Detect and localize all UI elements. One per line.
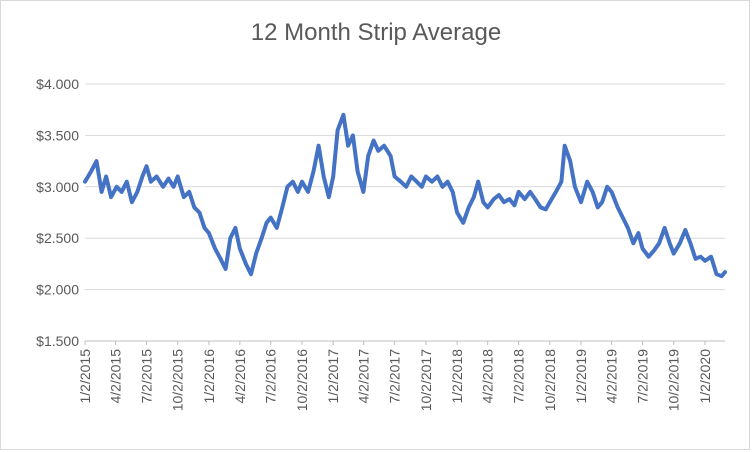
x-axis-tick-labels: 1/2/2015 4/2/2015 7/2/2015 10/2/2015 1/2/201…: [77, 349, 713, 412]
y-tick-label: $3.500: [36, 127, 79, 143]
x-tick-label: 1/2/2019: [573, 349, 589, 404]
x-tick-label: 4/2/2016: [232, 349, 248, 404]
x-tick-label: 4/2/2018: [480, 349, 496, 404]
x-tick-label: 10/2/2019: [666, 349, 682, 411]
y-tick-label: $1.500: [36, 333, 79, 349]
series-line: [83, 112, 727, 279]
series-layer: [83, 112, 727, 279]
y-tick-label: $4.000: [36, 76, 79, 92]
x-tick-label: 4/2/2017: [356, 349, 372, 404]
x-tick-label: 10/2/2015: [170, 349, 186, 411]
x-tick-label: 1/2/2016: [201, 349, 217, 404]
y-axis-tick-labels: $1.500 $2.000 $2.500 $3.000 $3.500 $4.000: [36, 76, 79, 349]
x-tick-label: 7/2/2017: [387, 349, 403, 404]
y-tick-label: $2.500: [36, 230, 79, 246]
x-tick-label: 1/2/2017: [325, 349, 341, 404]
x-tick-label: 1/2/2018: [449, 349, 465, 404]
x-tick-label: 4/2/2019: [604, 349, 620, 404]
x-tick-label: 7/2/2016: [263, 349, 279, 404]
x-tick-label: 7/2/2015: [138, 349, 154, 404]
x-tick-label: 7/2/2019: [634, 349, 650, 404]
x-tick-label: 1/2/2020: [697, 349, 713, 404]
y-tick-label: $2.000: [36, 282, 79, 298]
x-tick-label: 10/2/2016: [294, 349, 310, 411]
x-tick-label: 10/2/2017: [418, 349, 434, 411]
x-tick-label: 1/2/2015: [77, 349, 93, 404]
chart-title: 12 Month Strip Average: [250, 19, 502, 46]
y-tick-label: $3.000: [36, 179, 79, 195]
x-tick-label: 7/2/2018: [511, 349, 527, 404]
grid: [84, 83, 725, 345]
x-tick-label: 4/2/2015: [108, 349, 124, 404]
x-tick-label: 10/2/2018: [542, 349, 558, 411]
